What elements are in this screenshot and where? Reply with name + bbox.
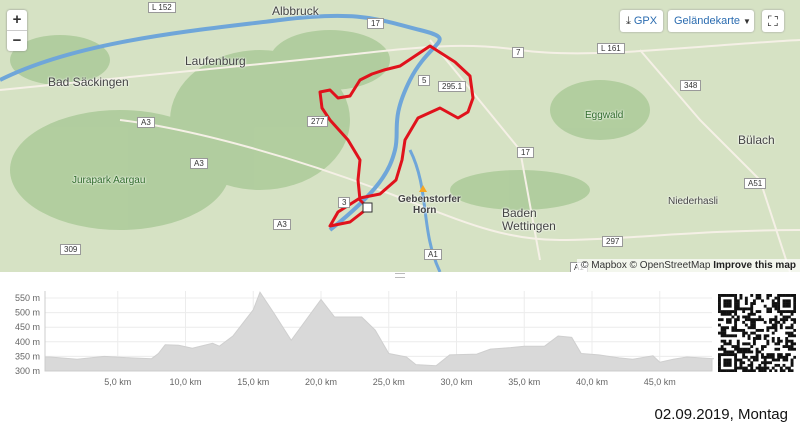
- road-shield: 5: [418, 75, 431, 86]
- river: [0, 13, 442, 232]
- fullscreen-button[interactable]: ⛶: [762, 10, 784, 32]
- road-shield: 277: [307, 116, 329, 127]
- elevation-area: [44, 291, 715, 372]
- road-shield: A3: [273, 219, 291, 230]
- gpx-label: GPX: [633, 15, 658, 27]
- road-shield: 7: [512, 47, 525, 58]
- place-label: Laufenburg: [185, 54, 246, 68]
- road-shield: 295.1: [438, 81, 467, 92]
- gpx-download-button[interactable]: ⤓ GPX: [620, 10, 664, 32]
- road-shield: L 161: [597, 43, 625, 54]
- road-shield: A1: [424, 249, 442, 260]
- x-tick-label: 10,0 km: [169, 377, 201, 387]
- map[interactable]: Albbruck Bad Säckingen Laufenburg Jurapa…: [0, 0, 800, 272]
- map-style-dropdown[interactable]: Geländekarte ▼: [668, 10, 754, 32]
- place-label: Wettingen: [502, 219, 556, 233]
- date-label: 02.09.2019, Montag: [654, 406, 788, 423]
- road-shield: A3: [137, 117, 155, 128]
- zoom-control: + −: [7, 10, 27, 51]
- y-tick-label: 550 m: [15, 293, 40, 303]
- download-icon: ⤓: [626, 14, 631, 27]
- road-shield: 17: [367, 18, 384, 29]
- y-tick-label: 400 m: [15, 337, 40, 347]
- zoom-out-button[interactable]: −: [12, 32, 22, 49]
- peak-label: Horn: [413, 205, 437, 216]
- road-shield: 3: [338, 197, 351, 208]
- road-shield: 348: [680, 80, 702, 91]
- mapbox-link[interactable]: © Mapbox: [581, 260, 627, 271]
- road-shield: A51: [744, 178, 767, 189]
- zoom-in-button[interactable]: +: [7, 10, 27, 31]
- place-label: Albbruck: [272, 4, 319, 18]
- place-label: Jurapark Aargau: [72, 175, 146, 186]
- osm-link[interactable]: © OpenStreetMap: [629, 260, 711, 271]
- road-shield: 297: [602, 236, 624, 247]
- y-tick-label: 300 m: [15, 366, 40, 376]
- caret-down-icon: ▼: [743, 16, 751, 26]
- y-tick-label: 500 m: [15, 308, 40, 318]
- map-style-label: Geländekarte: [674, 15, 741, 27]
- x-tick-label: 40,0 km: [576, 377, 608, 387]
- x-tick-label: 45,0 km: [644, 377, 676, 387]
- map-attribution: © Mapbox © OpenStreetMap Improve this ma…: [577, 259, 800, 272]
- map-resize-handle[interactable]: [395, 273, 405, 278]
- road-shield: 17: [517, 147, 534, 158]
- x-tick-label: 35,0 km: [508, 377, 540, 387]
- x-tick-label: 5,0 km: [104, 377, 131, 387]
- peak-label: Gebenstorfer: [398, 194, 461, 205]
- place-label: Eggwald: [585, 110, 624, 121]
- peak-icon: [419, 185, 427, 192]
- y-tick-label: 350 m: [15, 351, 40, 361]
- x-tick-label: 25,0 km: [373, 377, 405, 387]
- place-label: Niederhasli: [668, 196, 719, 207]
- elevation-profile[interactable]: 300 m 350 m 400 m 450 m 500 m 550 m 5,0 km 10,0…: [0, 283, 715, 393]
- qr-code: [718, 294, 796, 372]
- x-tick-label: 20,0 km: [305, 377, 337, 387]
- map-terrain: [0, 13, 800, 272]
- place-label: Bad Säckingen: [48, 75, 129, 89]
- road-shield: L 152: [148, 2, 176, 13]
- improve-map-link[interactable]: Improve this map: [713, 260, 796, 271]
- road-shield: 309: [60, 244, 82, 255]
- place-label: Baden: [502, 206, 537, 220]
- fullscreen-icon: ⛶: [768, 12, 778, 29]
- y-tick-label: 450 m: [15, 322, 40, 332]
- place-label: Bülach: [738, 133, 775, 147]
- x-tick-label: 30,0 km: [440, 377, 472, 387]
- road-shield: A3: [190, 158, 208, 169]
- finish-flag-icon: [362, 202, 373, 213]
- x-tick-label: 15,0 km: [237, 377, 269, 387]
